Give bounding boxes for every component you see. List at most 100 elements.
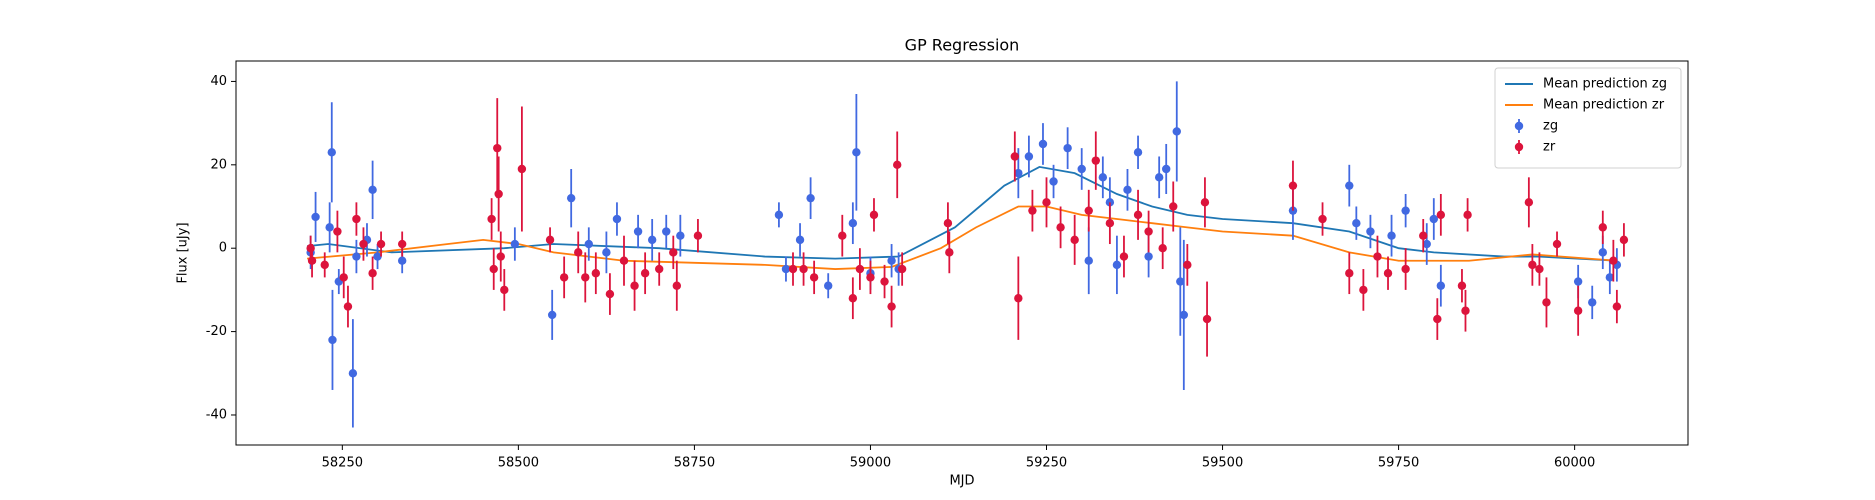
data-point [1573,306,1583,315]
data-point [1063,143,1072,153]
data-point [510,239,520,249]
data-point [799,264,808,274]
data-point [647,235,657,245]
y-tick-label: 20 [210,157,227,172]
data-point [1014,294,1023,303]
data-point [848,294,858,303]
data-point [1619,235,1629,245]
data-point [307,256,317,265]
data-point [887,302,896,311]
data-point [496,252,505,261]
data-point [1158,244,1167,253]
data-point [672,281,682,290]
data-point [489,264,498,274]
data-point [1056,223,1065,232]
data-point [1419,231,1428,240]
axes-frame [235,60,1689,446]
data-point [893,160,902,170]
data-point [1612,302,1622,311]
data-point [781,264,791,274]
data-point [1433,314,1442,324]
data-point [1345,181,1354,190]
data-point [1598,248,1607,257]
data-point [581,273,590,282]
data-point [397,239,407,249]
data-point [669,248,678,257]
data-point [493,143,502,153]
data-point [328,335,337,345]
data-point [325,223,334,232]
data-point [1014,168,1023,178]
legend-marker [1514,142,1524,152]
data-point [1429,214,1438,224]
data-point [500,285,509,295]
y-tick-label: -20 [206,324,227,339]
data-point [1028,206,1037,215]
data-point [1119,252,1129,261]
data-point [824,281,833,290]
data-point [1084,206,1093,215]
data-point [1144,227,1153,236]
legend-label: zr [1543,140,1556,155]
data-point [676,231,685,240]
data-point [602,248,611,257]
data-point [1401,264,1410,274]
data-point [1154,173,1164,182]
data-point [855,264,865,274]
data-point [1552,239,1562,249]
data-point [320,260,329,270]
data-point [574,248,583,257]
data-point [1024,152,1034,161]
data-point [1200,198,1210,207]
data-point [1077,164,1086,174]
data-point [1598,223,1607,232]
chart-title: GP Regression [905,36,1020,55]
data-point [795,235,805,245]
data-point [1461,306,1470,315]
x-tick-label: 59750 [1378,456,1419,471]
data-point [1383,269,1393,278]
data-point [1528,260,1537,270]
data-point [866,273,875,282]
data-point [487,214,496,224]
data-point [1123,185,1132,195]
data-point [1422,239,1431,249]
data-point [1049,177,1058,186]
legend-box [1494,67,1682,169]
data-point [1542,298,1551,307]
y-tick-label: 0 [219,241,227,256]
data-point [547,310,557,320]
data-point [1387,231,1396,240]
data-point [945,248,954,257]
x-tick-label: 59250 [1026,456,1067,471]
data-point [1105,218,1115,228]
data-point [352,252,361,261]
data-point [517,164,527,174]
mean-line [307,205,1617,270]
data-point [809,273,819,282]
x-tick-label: 60000 [1554,456,1595,471]
data-point [943,218,953,228]
data-point [605,289,615,299]
data-point [1084,256,1093,265]
data-point [311,212,320,222]
data-point [1038,139,1048,149]
data-point [333,227,342,236]
x-tick-label: 59500 [1202,456,1243,471]
data-point [1091,156,1100,165]
data-point [869,210,879,220]
data-point [1345,269,1354,278]
legend-label: zg [1543,119,1558,134]
data-point [559,273,569,282]
data-point [887,256,896,265]
data-point [368,185,377,195]
data-point [373,252,382,261]
data-point [897,264,907,274]
data-point [584,239,593,249]
data-point [1112,260,1122,270]
data-point [494,189,503,199]
data-point [1169,202,1178,211]
data-point [1457,281,1467,290]
data-point [788,264,798,274]
